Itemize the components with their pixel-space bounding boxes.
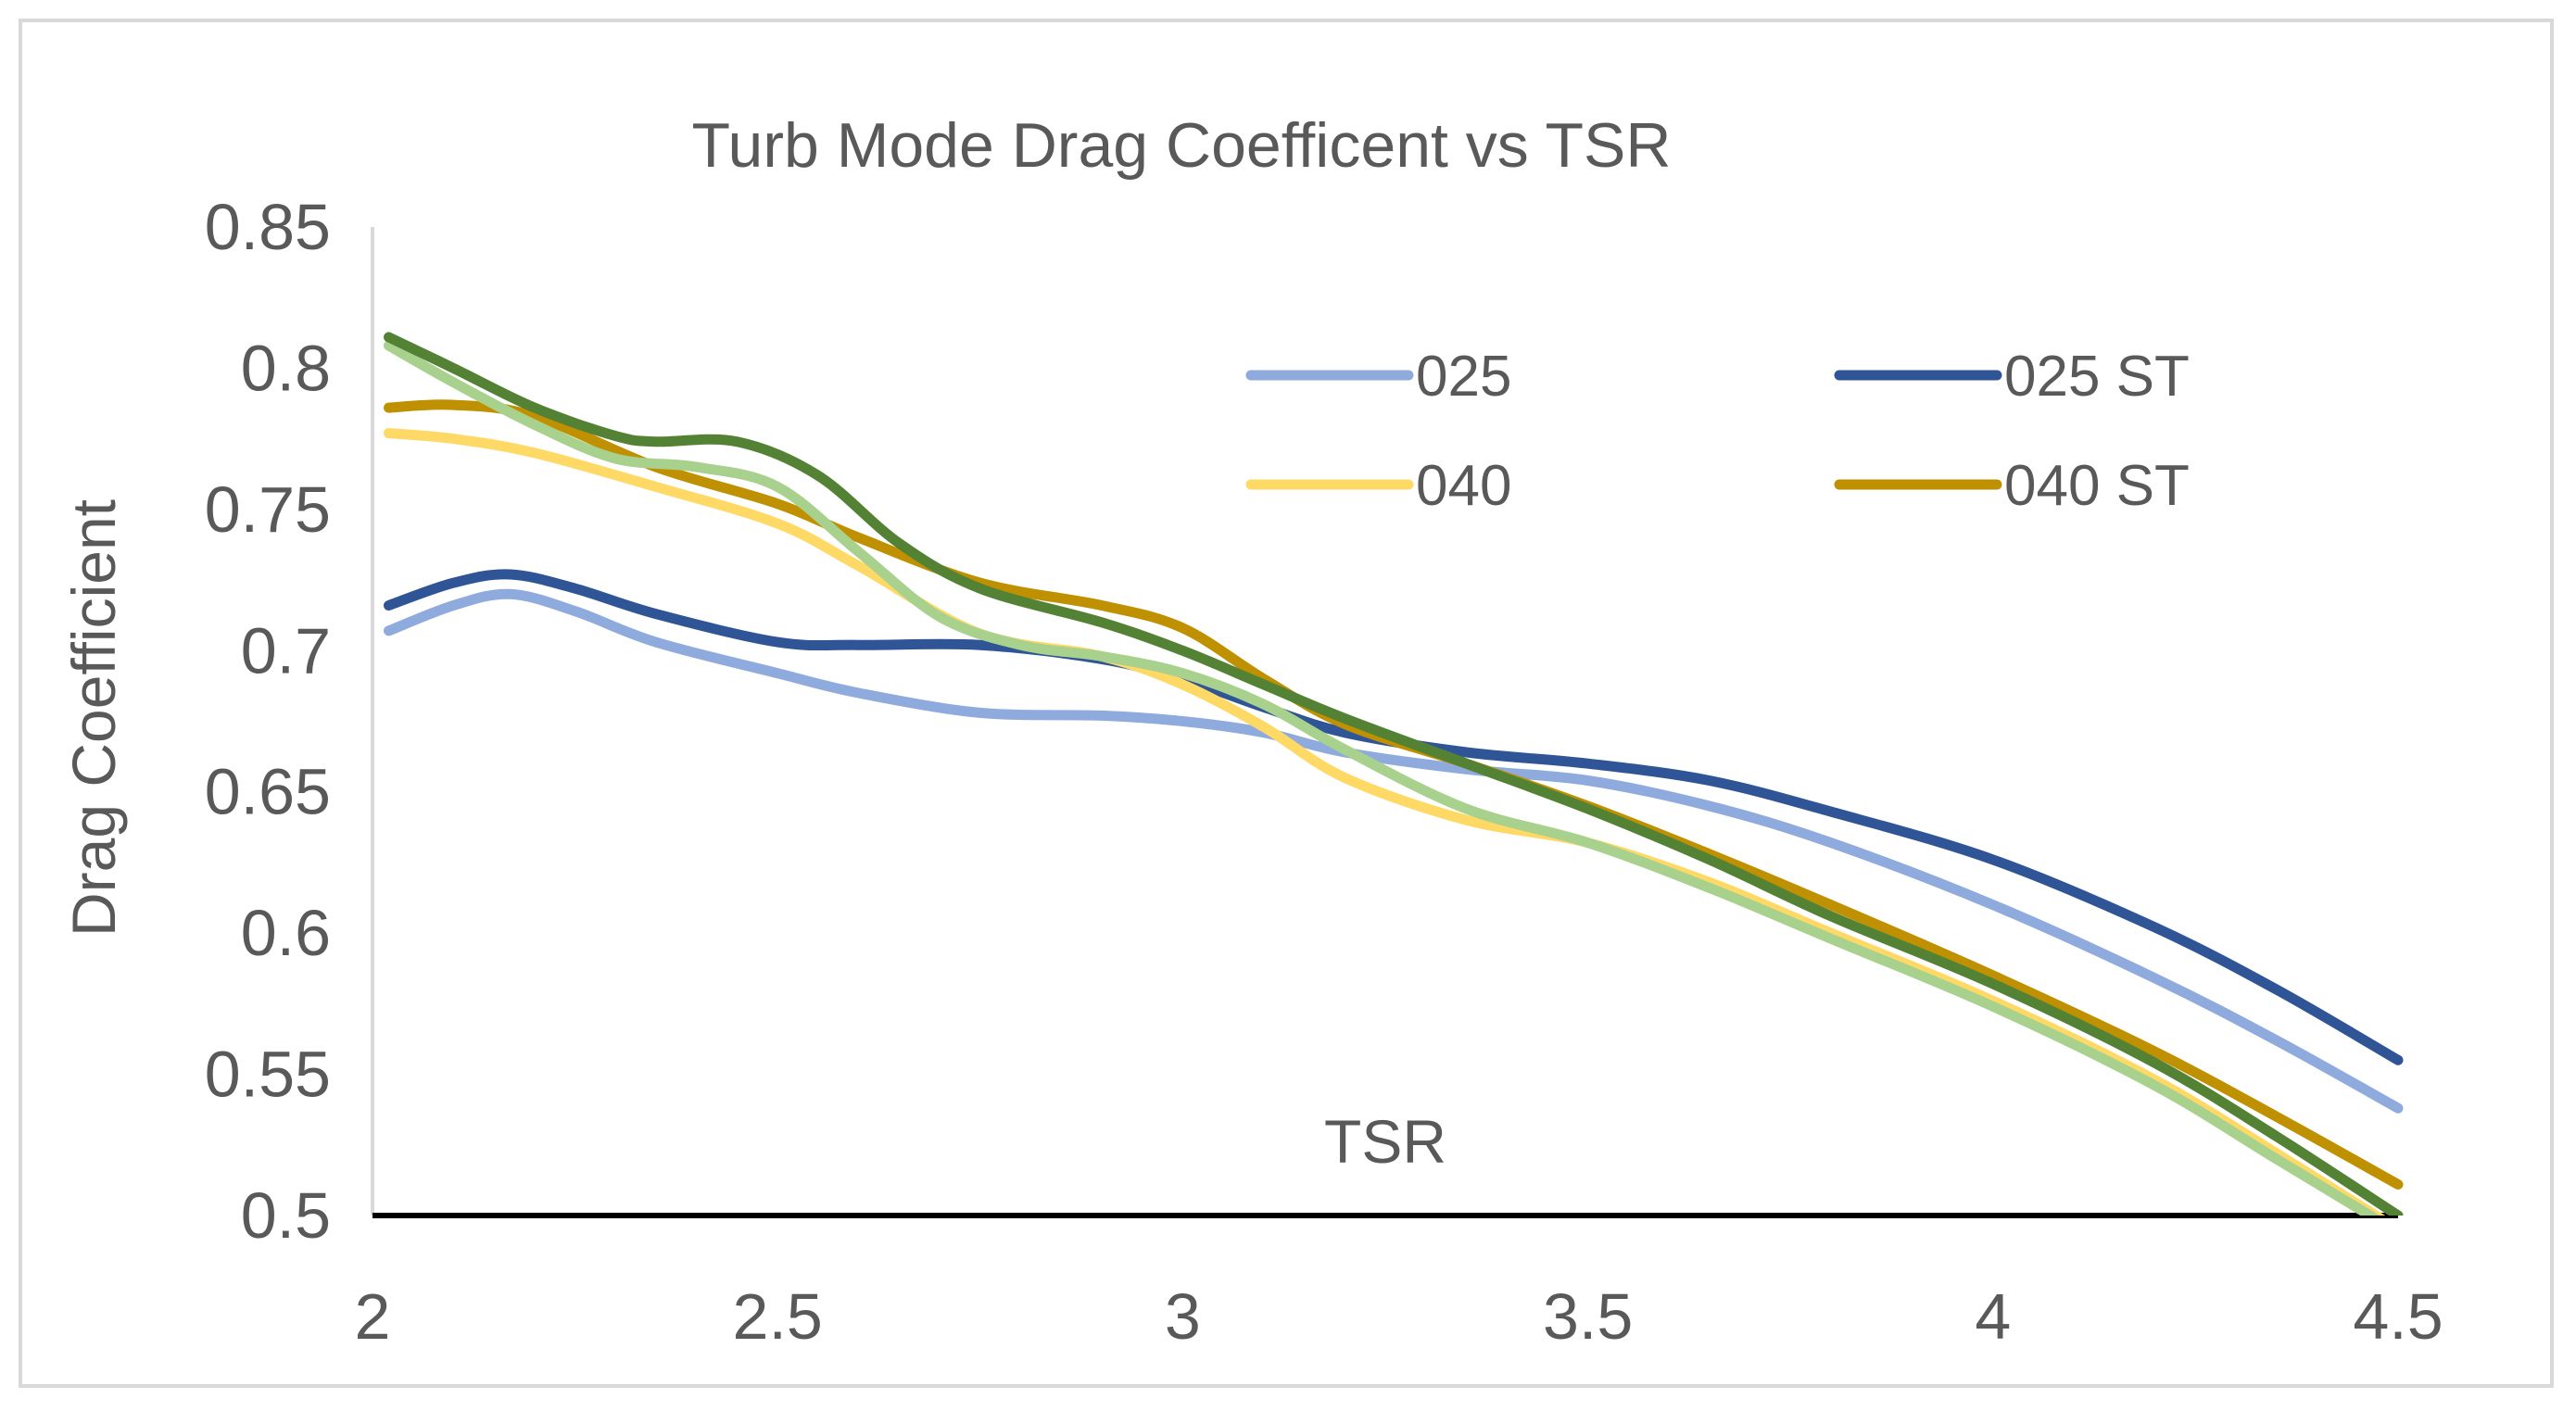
x-axis-title: TSR bbox=[1324, 1107, 1446, 1176]
chart-frame bbox=[19, 19, 2554, 1388]
y-tick-label: 0.65 bbox=[205, 756, 331, 828]
series-lines bbox=[384, 332, 2404, 1216]
y-tick-label: 0.7 bbox=[241, 614, 331, 687]
x-tick-label: 4.5 bbox=[2353, 1280, 2443, 1353]
y-tick-label: 0.8 bbox=[241, 332, 331, 404]
series-line-unlabeled-4 bbox=[384, 340, 2380, 1216]
legend-label: 025 ST bbox=[2004, 345, 2190, 409]
y-tick-label: 0.85 bbox=[205, 191, 331, 263]
y-tick-label: 0.55 bbox=[205, 1039, 331, 1111]
x-tick-label: 3.5 bbox=[1543, 1280, 1633, 1353]
x-tick-label: 2 bbox=[355, 1280, 391, 1353]
y-tick-label: 0.5 bbox=[241, 1179, 331, 1252]
chart-title: Turb Mode Drag Coefficent vs TSR bbox=[692, 110, 1672, 181]
y-axis: 0.5 0.55 0.6 0.65 0.7 0.75 0.8 0.85 bbox=[205, 191, 374, 1252]
legend-label: 040 bbox=[1416, 454, 1511, 518]
x-tick-label: 2.5 bbox=[733, 1280, 823, 1353]
y-tick-label: 0.75 bbox=[205, 473, 331, 546]
x-tick-label: 4 bbox=[1975, 1280, 2011, 1353]
y-axis-title: Drag Coefficient bbox=[59, 499, 128, 937]
legend-label: 040 ST bbox=[2004, 454, 2190, 518]
y-tick-label: 0.6 bbox=[241, 897, 331, 969]
x-axis: 2 2.5 3 3.5 4 4.5 bbox=[355, 1213, 2443, 1353]
legend-label: 025 bbox=[1416, 345, 1511, 409]
x-tick-label: 3 bbox=[1165, 1280, 1201, 1353]
series-line-unlabeled-5 bbox=[384, 332, 2404, 1216]
legend: 025 025 ST 040 040 ST bbox=[1245, 345, 2190, 518]
